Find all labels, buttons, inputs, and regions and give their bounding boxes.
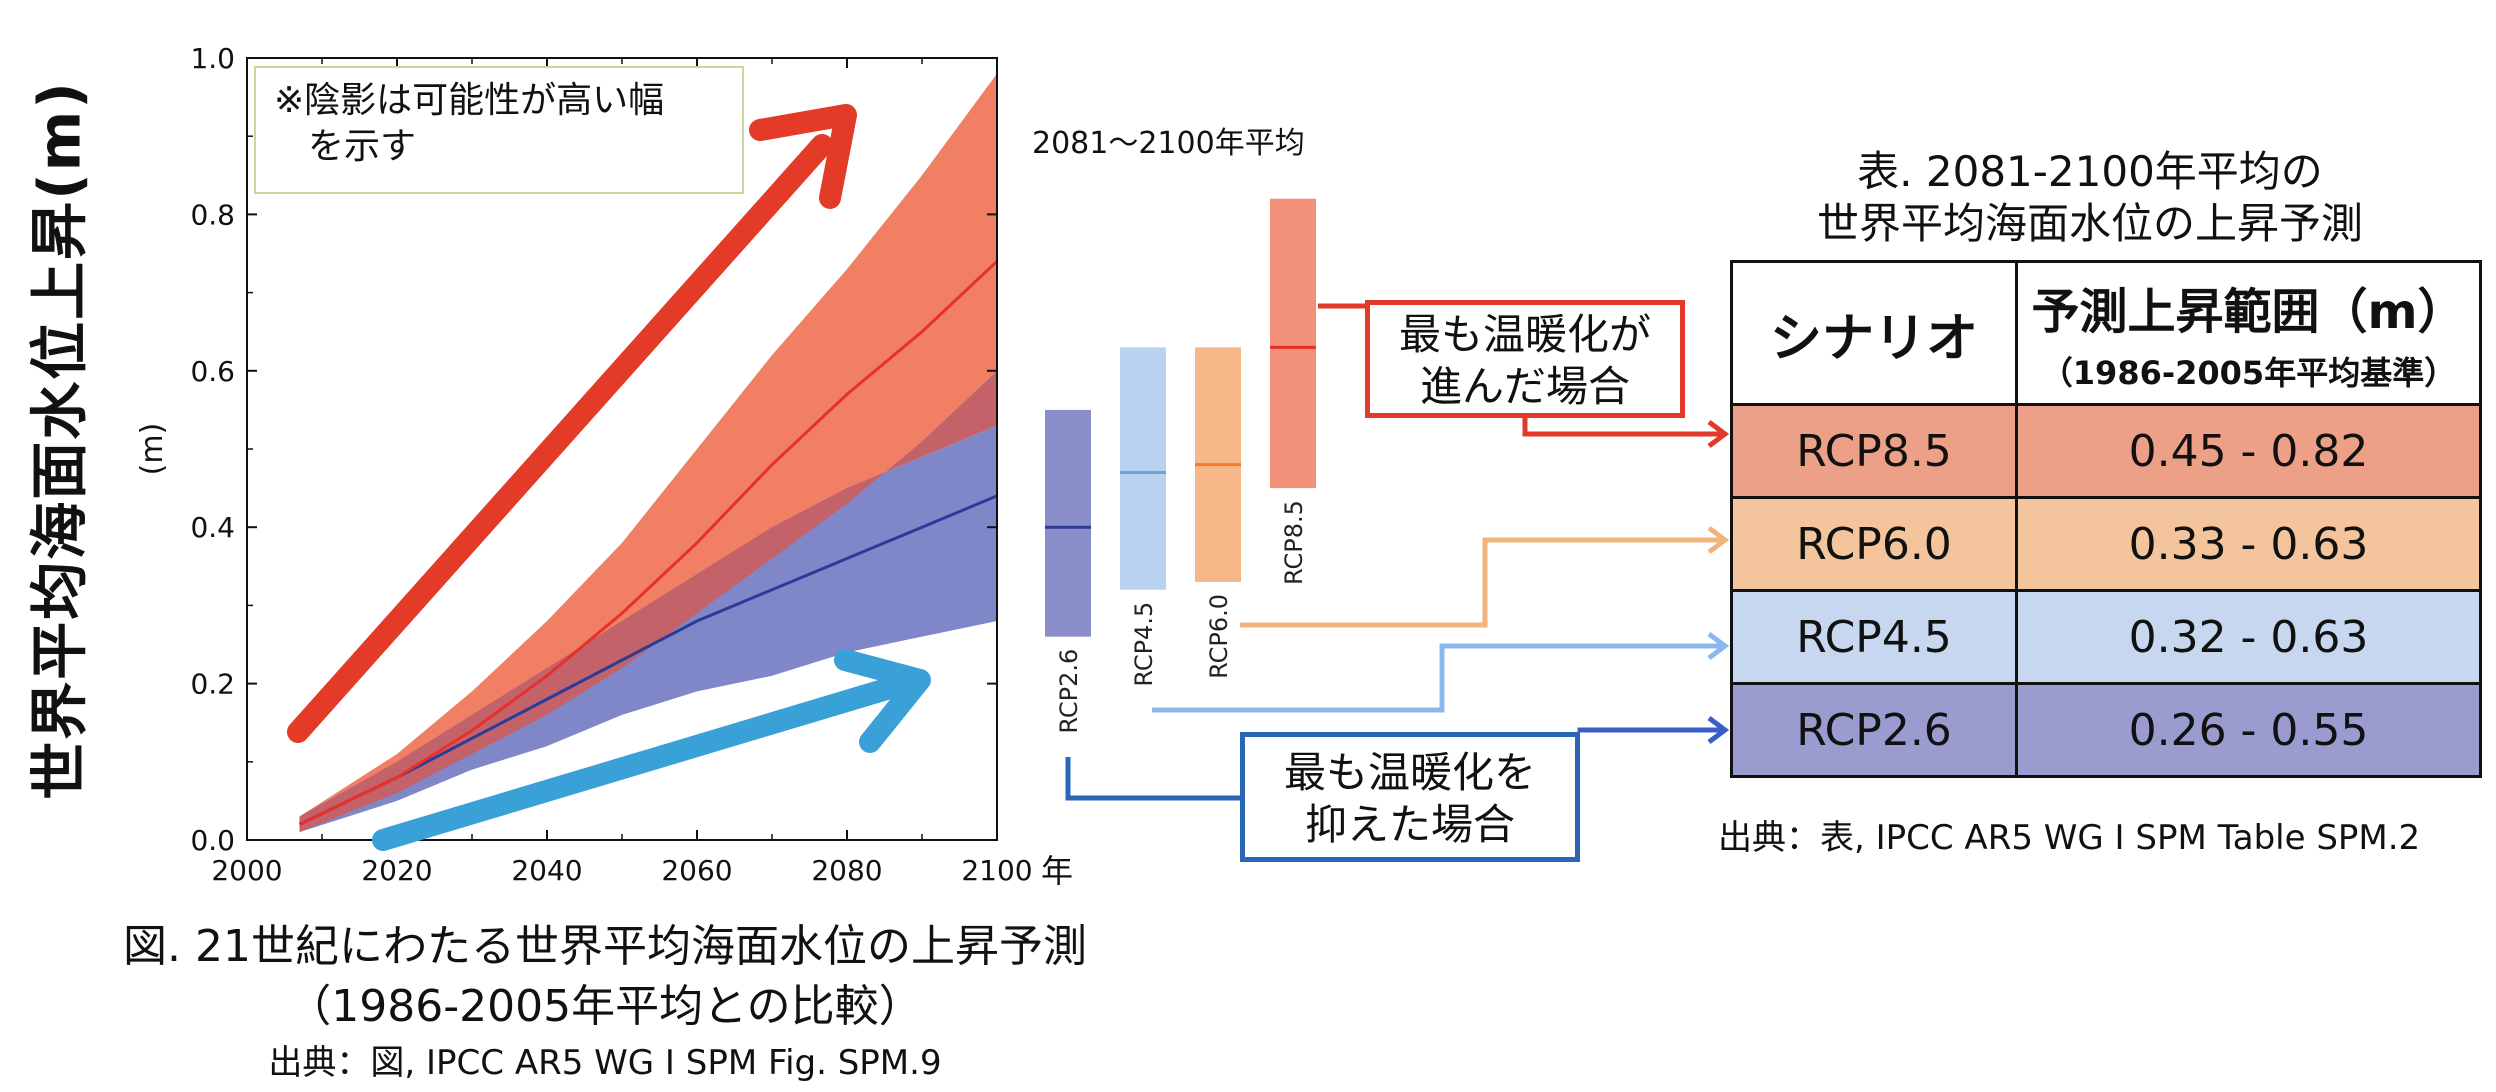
rcp60-connector-arrow-head <box>1707 526 1730 554</box>
y-tick-label: 1.0 <box>190 42 235 75</box>
range-bar-rcp26 <box>1045 409 1091 637</box>
row-rcp60-range: 0.33 - 0.63 <box>2015 496 2482 592</box>
rcp26-connector-arrow <box>1577 727 1725 733</box>
x-tick-label: 2020 <box>361 854 432 887</box>
y-tick-label: 0.4 <box>190 511 235 544</box>
rcp85-band <box>299 73 997 833</box>
shading-note-line1: ※陰影は可能性が高い幅 <box>274 80 665 121</box>
table-row: RCP2.6 0.26 - 0.55 <box>1730 682 2482 778</box>
x-unit-label: 年 <box>1041 852 1073 890</box>
callout-highest-warming: 最も温暖化が 進んだ場合 <box>1365 300 1685 418</box>
x-tick-label: 2040 <box>511 854 582 887</box>
red-trend-arrow-head <box>749 104 857 209</box>
row-rcp26-scenario: RCP2.6 <box>1730 682 2018 778</box>
x-tick-label: 2060 <box>661 854 732 887</box>
x-tick-label: 2100 <box>961 854 1032 887</box>
period-label: 2081～2100年平均 <box>1032 126 1305 161</box>
callout-lowest-warming: 最も温暖化を 抑えた場合 <box>1240 732 1580 862</box>
table-title-line1: 表. 2081-2100年平均の <box>1857 147 2323 196</box>
callout-highest-line1: 最も温暖化が <box>1398 310 1651 359</box>
rcp45-connector-arrow <box>1152 643 1725 713</box>
table-title-line2: 世界平均海面水位の上昇予測 <box>1816 199 2363 248</box>
y-tick-label: 0.6 <box>190 355 235 388</box>
table-row: RCP4.5 0.32 - 0.63 <box>1730 589 2482 685</box>
figure-caption-line1: 図. 21世紀にわたる世界平均海面水位の上昇予測 <box>123 921 1087 972</box>
rcp26-to-callout-line <box>1065 757 1240 801</box>
connector-arrows <box>1065 303 1730 801</box>
y-axis-unit-label: (m) <box>135 423 170 476</box>
range-bar-rcp85 <box>1270 198 1316 489</box>
row-rcp26-range: 0.26 - 0.55 <box>2015 682 2482 778</box>
range-bar-label: RCP2.6 <box>1055 649 1083 734</box>
header-range-sub: （1986-2005年平均基準） <box>2040 354 2457 392</box>
shading-note-box: ※陰影は可能性が高い幅 を示す <box>254 66 744 194</box>
rcp85-connector-arrow <box>1522 418 1725 437</box>
header-range: 予測上昇範囲（m） （1986-2005年平均基準） <box>2015 260 2482 406</box>
row-rcp45-scenario: RCP4.5 <box>1730 589 2018 685</box>
callout-lowest-line1: 最も温暖化を <box>1283 748 1536 797</box>
rcp85-mean-line <box>298 260 999 826</box>
red-trend-arrow-shaft <box>287 134 833 743</box>
table-row: RCP6.0 0.33 - 0.63 <box>1730 496 2482 592</box>
y-tick-label: 0.0 <box>190 824 235 857</box>
x-tick-label: 2080 <box>811 854 882 887</box>
shading-note-line2: を示す <box>308 126 417 167</box>
figure-source: 出典：図, IPCC AR5 WG Ⅰ SPM Fig. SPM.9 <box>268 1043 942 1083</box>
scenario-table: シナリオ 予測上昇範囲（m） （1986-2005年平均基準） RCP8.5 0… <box>1730 260 2482 778</box>
row-rcp60-scenario: RCP6.0 <box>1730 496 2018 592</box>
figure-caption-line2: （1986-2005年平均との比較） <box>287 981 923 1032</box>
row-rcp45-range: 0.32 - 0.63 <box>2015 589 2482 685</box>
range-bar-label: RCP4.5 <box>1130 602 1158 687</box>
callout-highest-line2: 進んだ場合 <box>1419 362 1630 411</box>
range-bar-rcp45 <box>1120 347 1166 590</box>
header-scenario: シナリオ <box>1730 260 2018 406</box>
range-bar-label: RCP8.5 <box>1280 500 1308 585</box>
y-axis-main-label: 世界平均海面水位上昇(m) <box>26 80 95 800</box>
blue-trend-arrow-head <box>834 649 931 753</box>
table-header-row: シナリオ 予測上昇範囲（m） （1986-2005年平均基準） <box>1730 260 2482 406</box>
row-rcp85-range: 0.45 - 0.82 <box>2015 403 2482 499</box>
header-range-label: 予測上昇範囲（m） <box>2031 284 2466 340</box>
rcp45-connector-arrow-head <box>1707 632 1730 660</box>
table-source: 出典：表, IPCC AR5 WG Ⅰ SPM Table SPM.2 <box>1718 818 2421 858</box>
rcp26-connector-arrow-head <box>1707 716 1730 744</box>
callout-lowest-line2: 抑えた場合 <box>1304 800 1515 849</box>
y-tick-label: 0.8 <box>190 198 235 231</box>
y-tick-label: 0.2 <box>190 668 235 701</box>
range-bar-label: RCP6.0 <box>1205 594 1233 679</box>
period-range-bars-chart: RCP2.6 RCP4.5 RCP6.0 RCP8.5 <box>1045 198 1316 734</box>
blue-trend-arrow-shaft <box>372 674 911 851</box>
row-rcp85-scenario: RCP8.5 <box>1730 403 2018 499</box>
rcp60-connector-arrow <box>1240 537 1725 628</box>
rcp26-mean-line <box>298 494 998 826</box>
overlap-band <box>299 370 997 833</box>
rcp85-connector-arrow-head <box>1707 420 1730 448</box>
table-row: RCP8.5 0.45 - 0.82 <box>1730 403 2482 499</box>
x-tick-label: 2000 <box>211 854 282 887</box>
